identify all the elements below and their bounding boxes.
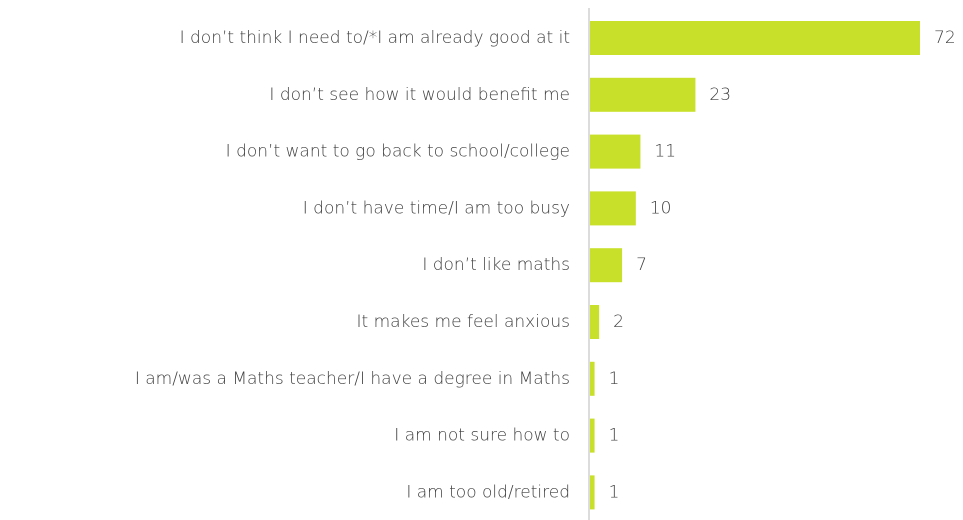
category-label: It makes me feel anxious xyxy=(357,312,570,332)
category-label: I am not sure how to xyxy=(394,426,570,446)
category-label: I don’t have time/I am too busy xyxy=(303,198,570,218)
bar xyxy=(590,21,920,55)
bar xyxy=(590,361,595,396)
bar xyxy=(590,191,636,226)
category-label: I don’t think I need to/*I am already go… xyxy=(180,28,570,48)
bar xyxy=(590,305,600,339)
category-label: I don’t see how it would benefit me xyxy=(269,85,570,105)
value-label: 1 xyxy=(609,482,620,502)
value-label: 1 xyxy=(609,426,620,446)
value-label: 11 xyxy=(654,142,676,162)
bar xyxy=(590,77,696,112)
category-label: I don’t like maths xyxy=(422,255,570,275)
value-label: 72 xyxy=(934,28,956,48)
value-label: 1 xyxy=(609,369,620,389)
bar xyxy=(590,134,641,169)
category-label: I don’t want to go back to school/colleg… xyxy=(226,142,570,162)
value-label: 7 xyxy=(636,255,647,275)
value-label: 10 xyxy=(650,198,672,218)
category-label: I am too old/retired xyxy=(406,482,570,502)
value-label: 2 xyxy=(613,312,624,332)
category-label: I am/was a Maths teacher/I have a degree… xyxy=(135,369,570,389)
bar xyxy=(590,418,595,453)
value-label: 23 xyxy=(709,85,731,105)
bar xyxy=(590,475,595,510)
bar xyxy=(590,248,623,283)
